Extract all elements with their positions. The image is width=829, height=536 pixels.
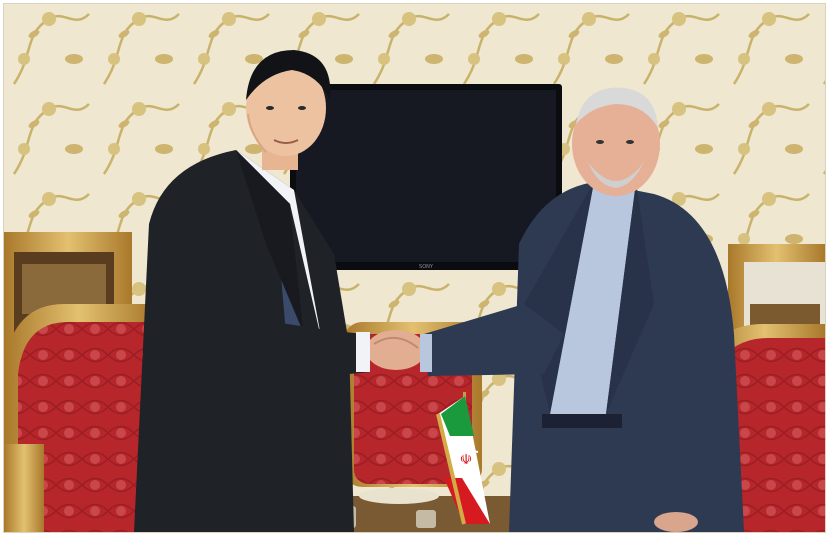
photo-frame: SONY ☫ [4,4,825,532]
right-man [424,87,744,532]
left-armchair [4,304,154,532]
tv-brand-label: SONY [419,264,434,270]
handshake [356,330,432,372]
meeting-photo: SONY ☫ [4,4,825,532]
iran-emblem: ☫ [460,452,473,468]
iran-flag: ☫ [436,392,490,525]
left-man [134,50,370,532]
wall-television: SONY [290,84,562,270]
